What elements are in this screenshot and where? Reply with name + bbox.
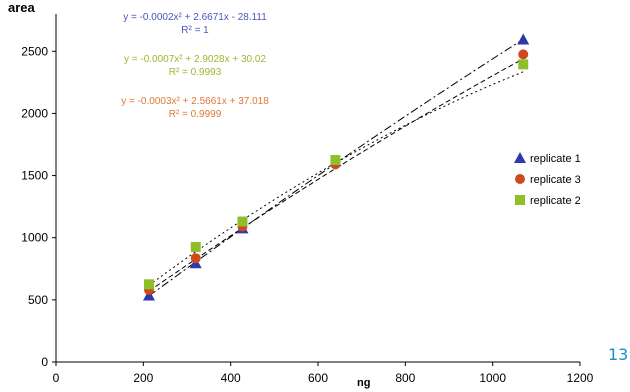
x-tick-label: 0 <box>53 371 60 385</box>
data-point-replicate-1 <box>143 289 156 301</box>
trendline-equation: y = -0.0003x² + 2.5661x + 37.018 <box>121 96 269 107</box>
x-tick-label: 800 <box>395 371 415 385</box>
y-axis: 0 500 1000 1500 2000 2500 <box>21 14 57 369</box>
data-point-replicate-2 <box>237 216 248 227</box>
trendline-replicate-3 <box>148 58 524 292</box>
equations: y = -0.0002x² + 2.6671x - 28.111 R² = 1 y … <box>121 12 269 120</box>
x-axis-title: ng <box>357 377 370 389</box>
legend-marker <box>515 174 525 184</box>
data-point-replicate-2 <box>190 242 201 253</box>
legend-marker <box>514 152 526 163</box>
legend-marker <box>515 195 525 205</box>
y-tick-label: 1500 <box>21 169 48 183</box>
legend-label: replicate 1 <box>530 153 581 165</box>
r-squared-label: R² = 0.9993 <box>169 67 222 78</box>
data-point-replicate-2 <box>144 279 155 290</box>
data-point-replicate-2 <box>518 59 529 70</box>
r-squared-label: R² = 1 <box>181 25 209 36</box>
x-axis: 0 200 400 600 800 1000 1200 <box>53 361 594 385</box>
x-tick-label: 600 <box>308 371 328 385</box>
y-tick-label: 1000 <box>21 231 48 245</box>
x-tick-label: 200 <box>133 371 153 385</box>
data-point-replicate-3 <box>518 49 529 60</box>
trendline-equation: y = -0.0007x² + 2.9028x + 30.02 <box>124 54 266 65</box>
legend: replicate 1 replicate 3 replicate 2 <box>514 152 581 207</box>
y-tick-label: 2500 <box>21 44 48 58</box>
trendline-replicate-2 <box>148 71 524 286</box>
data-point-replicate-3 <box>190 253 201 264</box>
r-squared-label: R² = 0.9999 <box>169 109 222 120</box>
data-point-replicate-2 <box>330 155 341 166</box>
x-tick-label: 1000 <box>479 371 506 385</box>
legend-label: replicate 3 <box>530 174 581 186</box>
data-point-replicate-1 <box>517 33 530 45</box>
trendline-equation: y = -0.0002x² + 2.6671x - 28.111 <box>123 12 267 23</box>
y-tick-label: 0 <box>41 355 48 369</box>
y-tick-label: 2000 <box>21 106 48 120</box>
data-points <box>143 33 530 301</box>
y-axis-title: area <box>8 0 36 15</box>
y-tick-label: 500 <box>28 293 48 307</box>
legend-label: replicate 2 <box>530 195 581 207</box>
x-tick-label: 400 <box>221 371 241 385</box>
page-number: 13 <box>608 345 628 364</box>
x-tick-label: 1200 <box>567 371 594 385</box>
